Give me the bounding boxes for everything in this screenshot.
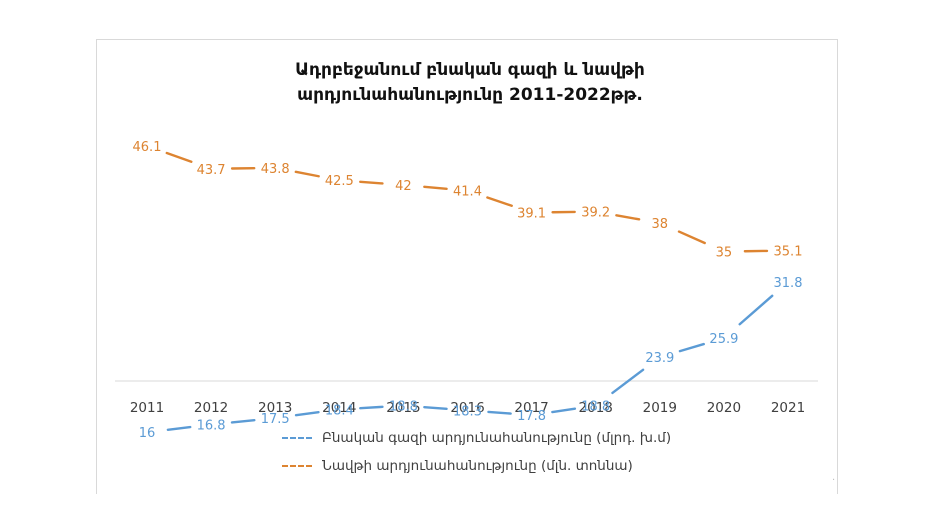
series-gas-segment-8 (611, 368, 645, 395)
series-oil-segment-6 (486, 196, 513, 207)
series-gas-segment-4 (359, 405, 384, 410)
series-oil-segment-3 (294, 170, 320, 178)
data-label-gas-2018: 18.8 (581, 400, 610, 415)
data-label-gas-2014: 18.4 (325, 403, 354, 418)
data-label-oil-2018: 39.2 (581, 206, 610, 221)
series-oil-segment-8 (615, 214, 641, 221)
legend-swatch-oil (282, 465, 312, 467)
data-label-oil-2012: 43.7 (197, 163, 226, 178)
data-label-gas-2016: 18.3 (453, 404, 482, 419)
data-label-oil-2016: 41.4 (453, 185, 482, 200)
series-gas-segment-7 (551, 407, 577, 414)
series-gas-segment-9 (678, 342, 705, 353)
series-gas-segment-5 (423, 405, 448, 411)
corner-mark: · (832, 475, 836, 486)
series-oil-segment-9 (677, 230, 706, 245)
legend-item-gas: Բնական գազի արդյունահանությունը (մլրդ. խ… (282, 430, 671, 446)
x-tick-label-2011: 2011 (130, 400, 164, 416)
chart-panel (96, 39, 838, 494)
chart-title: Ադրբեջանում բնական գազի և նավթի արդյունա… (200, 58, 740, 108)
x-tick-label-2020: 2020 (707, 400, 741, 416)
series-gas-segment-3 (294, 410, 320, 417)
data-label-oil-2015: 42 (395, 179, 412, 194)
x-tick-label-2013: 2013 (258, 400, 292, 416)
series-gas-segment-10 (738, 294, 774, 326)
legend-item-oil: Նավթի արդյունահանությունը (մլն. տոննա) (282, 458, 633, 474)
series-oil-segment-4 (359, 180, 384, 185)
data-label-oil-2013: 43.8 (261, 162, 290, 177)
x-tick-label-2016: 2016 (450, 400, 484, 416)
x-tick-label-2021: 2021 (771, 400, 805, 416)
data-label-gas-2012: 16.8 (197, 419, 226, 434)
x-tick-label-2018: 2018 (579, 400, 613, 416)
data-label-oil-2021: 35.1 (774, 245, 803, 260)
legend-label-gas: Բնական գազի արդյունահանությունը (մլրդ. խ… (322, 430, 672, 446)
legend-swatch-gas (282, 437, 312, 439)
data-label-gas-2020: 25.9 (709, 332, 738, 347)
data-label-oil-2020: 35 (716, 246, 733, 261)
x-tick-label-2019: 2019 (643, 400, 677, 416)
chart-title-line-1: Ադրբեջանում բնական գազի և նավթի (295, 60, 645, 80)
data-label-gas-2011: 16 (139, 426, 156, 441)
data-label-oil-2019: 38 (652, 217, 669, 232)
data-label-oil-2014: 42.5 (325, 174, 354, 189)
series-gas-segment-6 (487, 410, 512, 415)
chart-title-line-2: արդյունահանությունը 2011-2022թթ. (297, 85, 643, 105)
data-label-gas-2021: 31.8 (774, 276, 803, 291)
data-label-gas-2017: 17.8 (517, 409, 546, 424)
data-label-oil-2017: 39.1 (517, 207, 546, 222)
series-gas-segment-2 (230, 418, 256, 424)
data-label-gas-2015: 18.8 (389, 400, 418, 415)
data-label-gas-2019: 23.9 (645, 351, 674, 366)
x-tick-label-2012: 2012 (194, 400, 228, 416)
series-oil-segment-5 (423, 185, 448, 191)
x-tick-label-2017: 2017 (514, 400, 548, 416)
data-label-oil-2011: 46.1 (133, 140, 162, 155)
series-oil-segment-1 (165, 151, 193, 163)
x-tick-label-2014: 2014 (322, 400, 356, 416)
legend-label-oil: Նավթի արդյունահանությունը (մլն. տոննա) (322, 458, 633, 474)
x-tick-label-2015: 2015 (386, 400, 420, 416)
series-gas-segment-1 (166, 425, 192, 431)
data-label-gas-2013: 17.5 (261, 412, 290, 427)
